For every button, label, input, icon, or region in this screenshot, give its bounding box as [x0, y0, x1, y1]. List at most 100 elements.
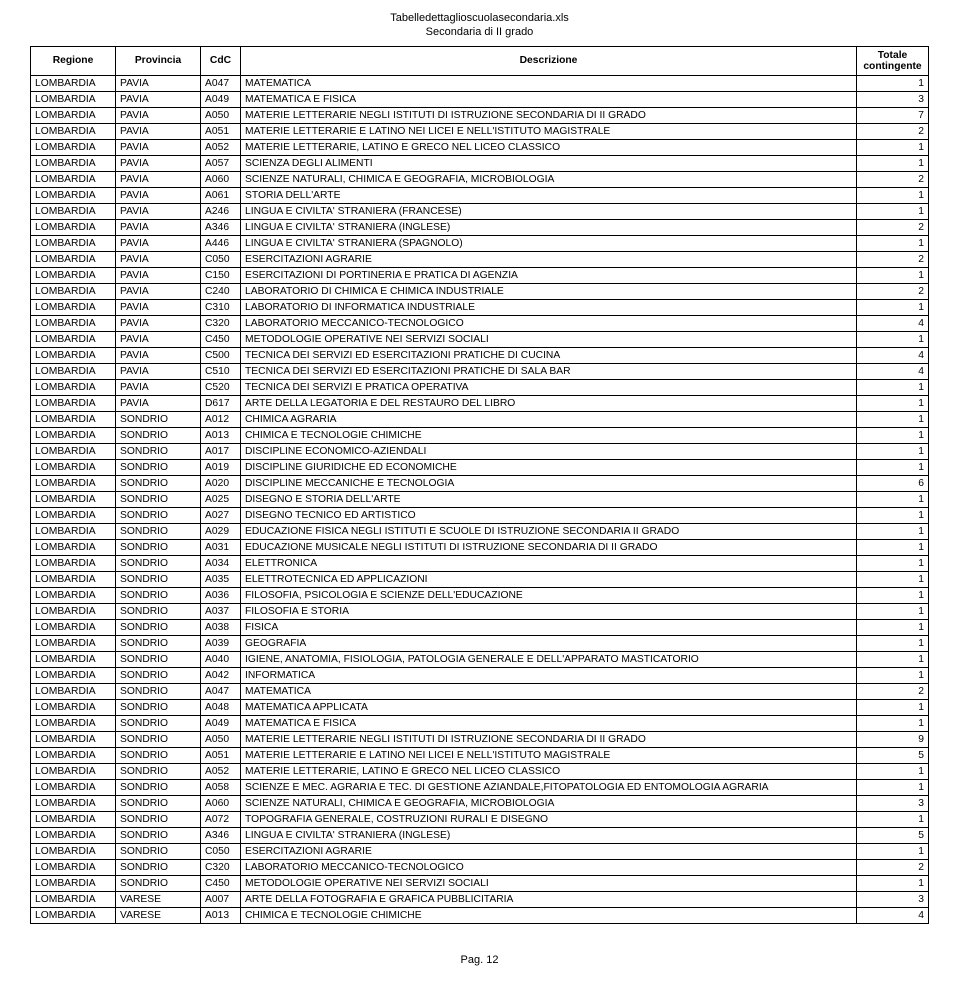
cell-descrizione: DISCIPLINE ECONOMICO-AZIENDALI — [241, 444, 857, 460]
table-row: LOMBARDIASONDRIOA012CHIMICA AGRARIA1 — [31, 412, 929, 428]
cell-regione: LOMBARDIA — [31, 252, 116, 268]
cell-provincia: SONDRIO — [116, 668, 201, 684]
cell-totale: 1 — [857, 508, 929, 524]
cell-descrizione: MATERIE LETTERARIE E LATINO NEI LICEI E … — [241, 748, 857, 764]
cell-cdc: A037 — [201, 604, 241, 620]
cell-regione: LOMBARDIA — [31, 860, 116, 876]
table-row: LOMBARDIASONDRIOA052MATERIE LETTERARIE, … — [31, 764, 929, 780]
cell-provincia: PAVIA — [116, 76, 201, 92]
cell-regione: LOMBARDIA — [31, 812, 116, 828]
cell-cdc: A013 — [201, 908, 241, 924]
cell-provincia: PAVIA — [116, 124, 201, 140]
cell-cdc: A038 — [201, 620, 241, 636]
cell-regione: LOMBARDIA — [31, 508, 116, 524]
cell-cdc: C500 — [201, 348, 241, 364]
cell-cdc: A057 — [201, 156, 241, 172]
cell-cdc: A013 — [201, 428, 241, 444]
table-row: LOMBARDIASONDRIOA013CHIMICA E TECNOLOGIE… — [31, 428, 929, 444]
cell-regione: LOMBARDIA — [31, 844, 116, 860]
cell-regione: LOMBARDIA — [31, 300, 116, 316]
table-row: LOMBARDIASONDRIOA058SCIENZE E MEC. AGRAR… — [31, 780, 929, 796]
cell-provincia: SONDRIO — [116, 636, 201, 652]
cell-descrizione: IGIENE, ANATOMIA, FISIOLOGIA, PATOLOGIA … — [241, 652, 857, 668]
cell-regione: LOMBARDIA — [31, 572, 116, 588]
cell-descrizione: SCIENZE E MEC. AGRARIA E TEC. DI GESTION… — [241, 780, 857, 796]
cell-provincia: SONDRIO — [116, 588, 201, 604]
cell-totale: 1 — [857, 188, 929, 204]
cell-regione: LOMBARDIA — [31, 892, 116, 908]
table-body: LOMBARDIAPAVIAA047MATEMATICA1LOMBARDIAPA… — [31, 76, 929, 924]
table-row: LOMBARDIAPAVIAA047MATEMATICA1 — [31, 76, 929, 92]
cell-totale: 1 — [857, 396, 929, 412]
cell-cdc: A039 — [201, 636, 241, 652]
cell-regione: LOMBARDIA — [31, 188, 116, 204]
cell-totale: 1 — [857, 572, 929, 588]
cell-descrizione: LINGUA E CIVILTA' STRANIERA (INGLESE) — [241, 220, 857, 236]
cell-cdc: A446 — [201, 236, 241, 252]
cell-regione: LOMBARDIA — [31, 668, 116, 684]
cell-descrizione: LABORATORIO MECCANICO-TECNOLOGICO — [241, 860, 857, 876]
cell-regione: LOMBARDIA — [31, 380, 116, 396]
cell-totale: 2 — [857, 684, 929, 700]
cell-regione: LOMBARDIA — [31, 204, 116, 220]
cell-cdc: A007 — [201, 892, 241, 908]
header-totale-line1: Totale — [878, 50, 908, 61]
cell-descrizione: METODOLOGIE OPERATIVE NEI SERVIZI SOCIAL… — [241, 332, 857, 348]
cell-descrizione: MATEMATICA — [241, 684, 857, 700]
cell-provincia: PAVIA — [116, 396, 201, 412]
cell-totale: 1 — [857, 236, 929, 252]
cell-regione: LOMBARDIA — [31, 156, 116, 172]
cell-descrizione: ELETTRONICA — [241, 556, 857, 572]
cell-totale: 1 — [857, 300, 929, 316]
cell-regione: LOMBARDIA — [31, 588, 116, 604]
cell-provincia: SONDRIO — [116, 732, 201, 748]
cell-cdc: A027 — [201, 508, 241, 524]
data-table: Regione Provincia CdC Descrizione Totale… — [30, 46, 929, 925]
cell-descrizione: LABORATORIO MECCANICO-TECNOLOGICO — [241, 316, 857, 332]
cell-cdc: A020 — [201, 476, 241, 492]
cell-provincia: PAVIA — [116, 92, 201, 108]
cell-provincia: PAVIA — [116, 380, 201, 396]
cell-regione: LOMBARDIA — [31, 316, 116, 332]
cell-cdc: A346 — [201, 220, 241, 236]
cell-cdc: A050 — [201, 732, 241, 748]
cell-descrizione: ARTE DELLA FOTOGRAFIA E GRAFICA PUBBLICI… — [241, 892, 857, 908]
cell-totale: 1 — [857, 780, 929, 796]
table-row: LOMBARDIAVARESEA007ARTE DELLA FOTOGRAFIA… — [31, 892, 929, 908]
cell-descrizione: FISICA — [241, 620, 857, 636]
cell-regione: LOMBARDIA — [31, 492, 116, 508]
cell-descrizione: MATERIE LETTERARIE NEGLI ISTITUTI DI IST… — [241, 732, 857, 748]
cell-descrizione: ARTE DELLA LEGATORIA E DEL RESTAURO DEL … — [241, 396, 857, 412]
cell-descrizione: TECNICA DEI SERVIZI ED ESERCITAZIONI PRA… — [241, 348, 857, 364]
cell-descrizione: TECNICA DEI SERVIZI E PRATICA OPERATIVA — [241, 380, 857, 396]
cell-provincia: PAVIA — [116, 348, 201, 364]
cell-provincia: SONDRIO — [116, 572, 201, 588]
table-row: LOMBARDIASONDRIOA017DISCIPLINE ECONOMICO… — [31, 444, 929, 460]
cell-regione: LOMBARDIA — [31, 236, 116, 252]
cell-cdc: C510 — [201, 364, 241, 380]
cell-descrizione: METODOLOGIE OPERATIVE NEI SERVIZI SOCIAL… — [241, 876, 857, 892]
cell-regione: LOMBARDIA — [31, 332, 116, 348]
cell-totale: 1 — [857, 412, 929, 428]
table-row: LOMBARDIASONDRIOC050ESERCITAZIONI AGRARI… — [31, 844, 929, 860]
cell-totale: 1 — [857, 604, 929, 620]
cell-descrizione: DISEGNO TECNICO ED ARTISTICO — [241, 508, 857, 524]
cell-provincia: SONDRIO — [116, 764, 201, 780]
cell-totale: 4 — [857, 364, 929, 380]
cell-totale: 1 — [857, 876, 929, 892]
cell-descrizione: ESERCITAZIONI AGRARIE — [241, 252, 857, 268]
cell-provincia: SONDRIO — [116, 412, 201, 428]
cell-provincia: PAVIA — [116, 268, 201, 284]
table-row: LOMBARDIAPAVIAA049MATEMATICA E FISICA3 — [31, 92, 929, 108]
cell-provincia: PAVIA — [116, 332, 201, 348]
cell-regione: LOMBARDIA — [31, 524, 116, 540]
cell-cdc: A031 — [201, 540, 241, 556]
cell-totale: 2 — [857, 124, 929, 140]
table-row: LOMBARDIASONDRIOA037FILOSOFIA E STORIA1 — [31, 604, 929, 620]
header-cdc: CdC — [201, 46, 241, 76]
cell-descrizione: LABORATORIO DI INFORMATICA INDUSTRIALE — [241, 300, 857, 316]
cell-descrizione: SCIENZE NATURALI, CHIMICA E GEOGRAFIA, M… — [241, 796, 857, 812]
cell-descrizione: CHIMICA E TECNOLOGIE CHIMICHE — [241, 908, 857, 924]
cell-totale: 5 — [857, 828, 929, 844]
cell-totale: 6 — [857, 476, 929, 492]
